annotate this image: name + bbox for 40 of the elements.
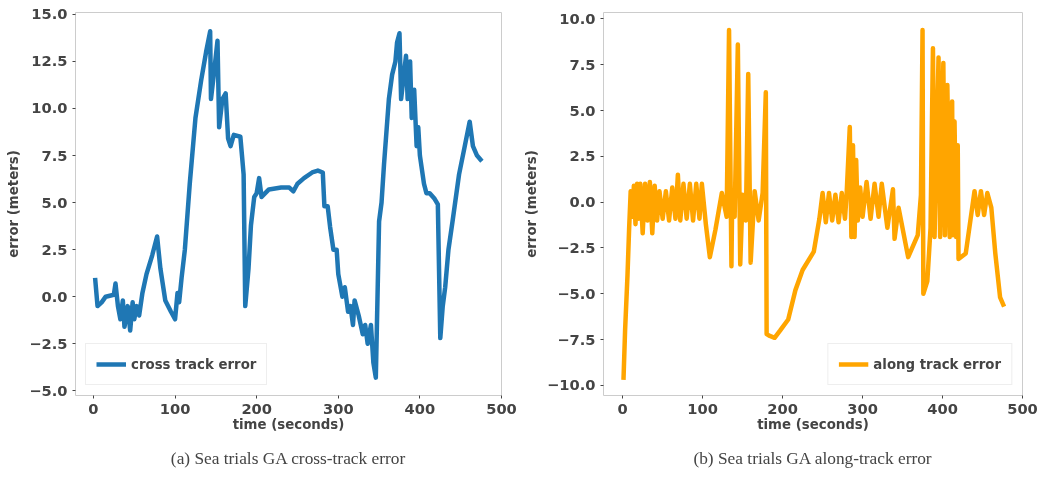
- y-tick-label: −2.5: [557, 238, 596, 256]
- y-tick-label: −5.0: [557, 284, 596, 302]
- x-tick-label: 400: [927, 399, 958, 417]
- y-tick-label: −10.0: [547, 376, 596, 394]
- y-tick-label: 12.5: [31, 52, 68, 70]
- y-tick-label: 15.0: [31, 5, 68, 23]
- x-tick-label: 500: [486, 399, 517, 417]
- x-tick-label: 400: [404, 399, 436, 417]
- y-tick-label: −5.0: [29, 381, 68, 399]
- legend-label: cross track error: [131, 356, 257, 372]
- y-tick-label: 10.0: [31, 99, 68, 117]
- y-tick-label: −2.5: [29, 334, 68, 352]
- text: (b) Sea trials GA along-track error: [693, 449, 932, 468]
- x-tick-label: 300: [322, 399, 354, 417]
- line-series: [92, 29, 485, 380]
- text: (a) Sea trials GA cross-track error: [170, 449, 406, 468]
- x-axis-title: time (seconds): [757, 416, 869, 432]
- y-tick-label: 7.5: [569, 55, 596, 73]
- y-tick-label: 10.0: [559, 9, 596, 27]
- y-axis-title: error (meters): [6, 150, 22, 258]
- x-tick-label: 500: [1007, 399, 1038, 417]
- y-tick-label: −7.5: [557, 330, 596, 348]
- x-tick-label: 100: [687, 399, 718, 417]
- x-tick-label: 0: [617, 399, 628, 417]
- x-tick-label: 200: [767, 399, 798, 417]
- y-tick-label: 0.0: [41, 287, 68, 305]
- y-tick-label: 7.5: [41, 146, 68, 164]
- x-tick-label: 200: [241, 399, 272, 417]
- line-series: [621, 27, 1007, 383]
- x-tick-label: 0: [88, 399, 99, 417]
- x-axis-title: time (seconds): [232, 416, 345, 432]
- y-tick-label: 2.5: [569, 147, 596, 165]
- legend-label: along track error: [873, 356, 1001, 372]
- y-axis-title: error (meters): [524, 150, 540, 258]
- y-tick-label: 5.0: [41, 193, 68, 211]
- y-tick-label: 0.0: [569, 193, 596, 211]
- x-tick-label: 300: [847, 399, 878, 417]
- y-tick-label: 2.5: [41, 240, 68, 258]
- x-tick-label: 100: [159, 399, 191, 417]
- y-tick-label: 5.0: [569, 101, 596, 119]
